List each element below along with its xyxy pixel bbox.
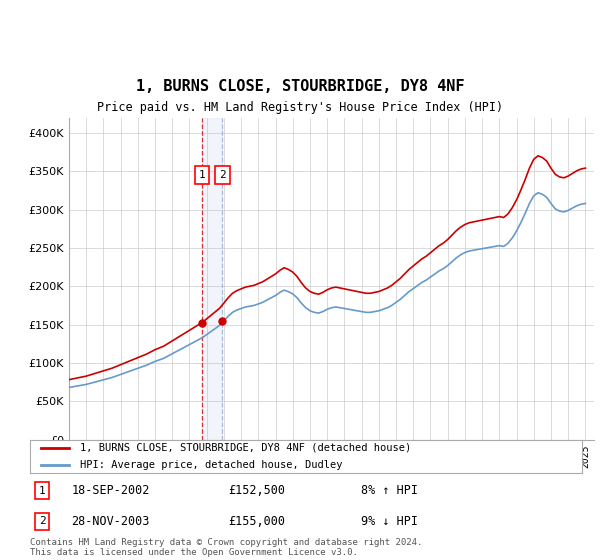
Text: 1: 1 xyxy=(39,486,46,496)
Text: £152,500: £152,500 xyxy=(229,484,286,497)
Text: 8% ↑ HPI: 8% ↑ HPI xyxy=(361,484,418,497)
Text: Price paid vs. HM Land Registry's House Price Index (HPI): Price paid vs. HM Land Registry's House … xyxy=(97,101,503,114)
Text: 9% ↓ HPI: 9% ↓ HPI xyxy=(361,515,418,528)
Text: HPI: Average price, detached house, Dudley: HPI: Average price, detached house, Dudl… xyxy=(80,460,342,470)
Text: 1, BURNS CLOSE, STOURBRIDGE, DY8 4NF: 1, BURNS CLOSE, STOURBRIDGE, DY8 4NF xyxy=(136,78,464,94)
Text: 2: 2 xyxy=(219,170,226,180)
Text: 18-SEP-2002: 18-SEP-2002 xyxy=(71,484,150,497)
Text: 2: 2 xyxy=(39,516,46,526)
Text: Contains HM Land Registry data © Crown copyright and database right 2024.
This d: Contains HM Land Registry data © Crown c… xyxy=(30,538,422,557)
Bar xyxy=(202,118,223,440)
Text: 28-NOV-2003: 28-NOV-2003 xyxy=(71,515,150,528)
Text: 1: 1 xyxy=(199,170,205,180)
Text: £155,000: £155,000 xyxy=(229,515,286,528)
Text: 1, BURNS CLOSE, STOURBRIDGE, DY8 4NF (detached house): 1, BURNS CLOSE, STOURBRIDGE, DY8 4NF (de… xyxy=(80,443,411,453)
